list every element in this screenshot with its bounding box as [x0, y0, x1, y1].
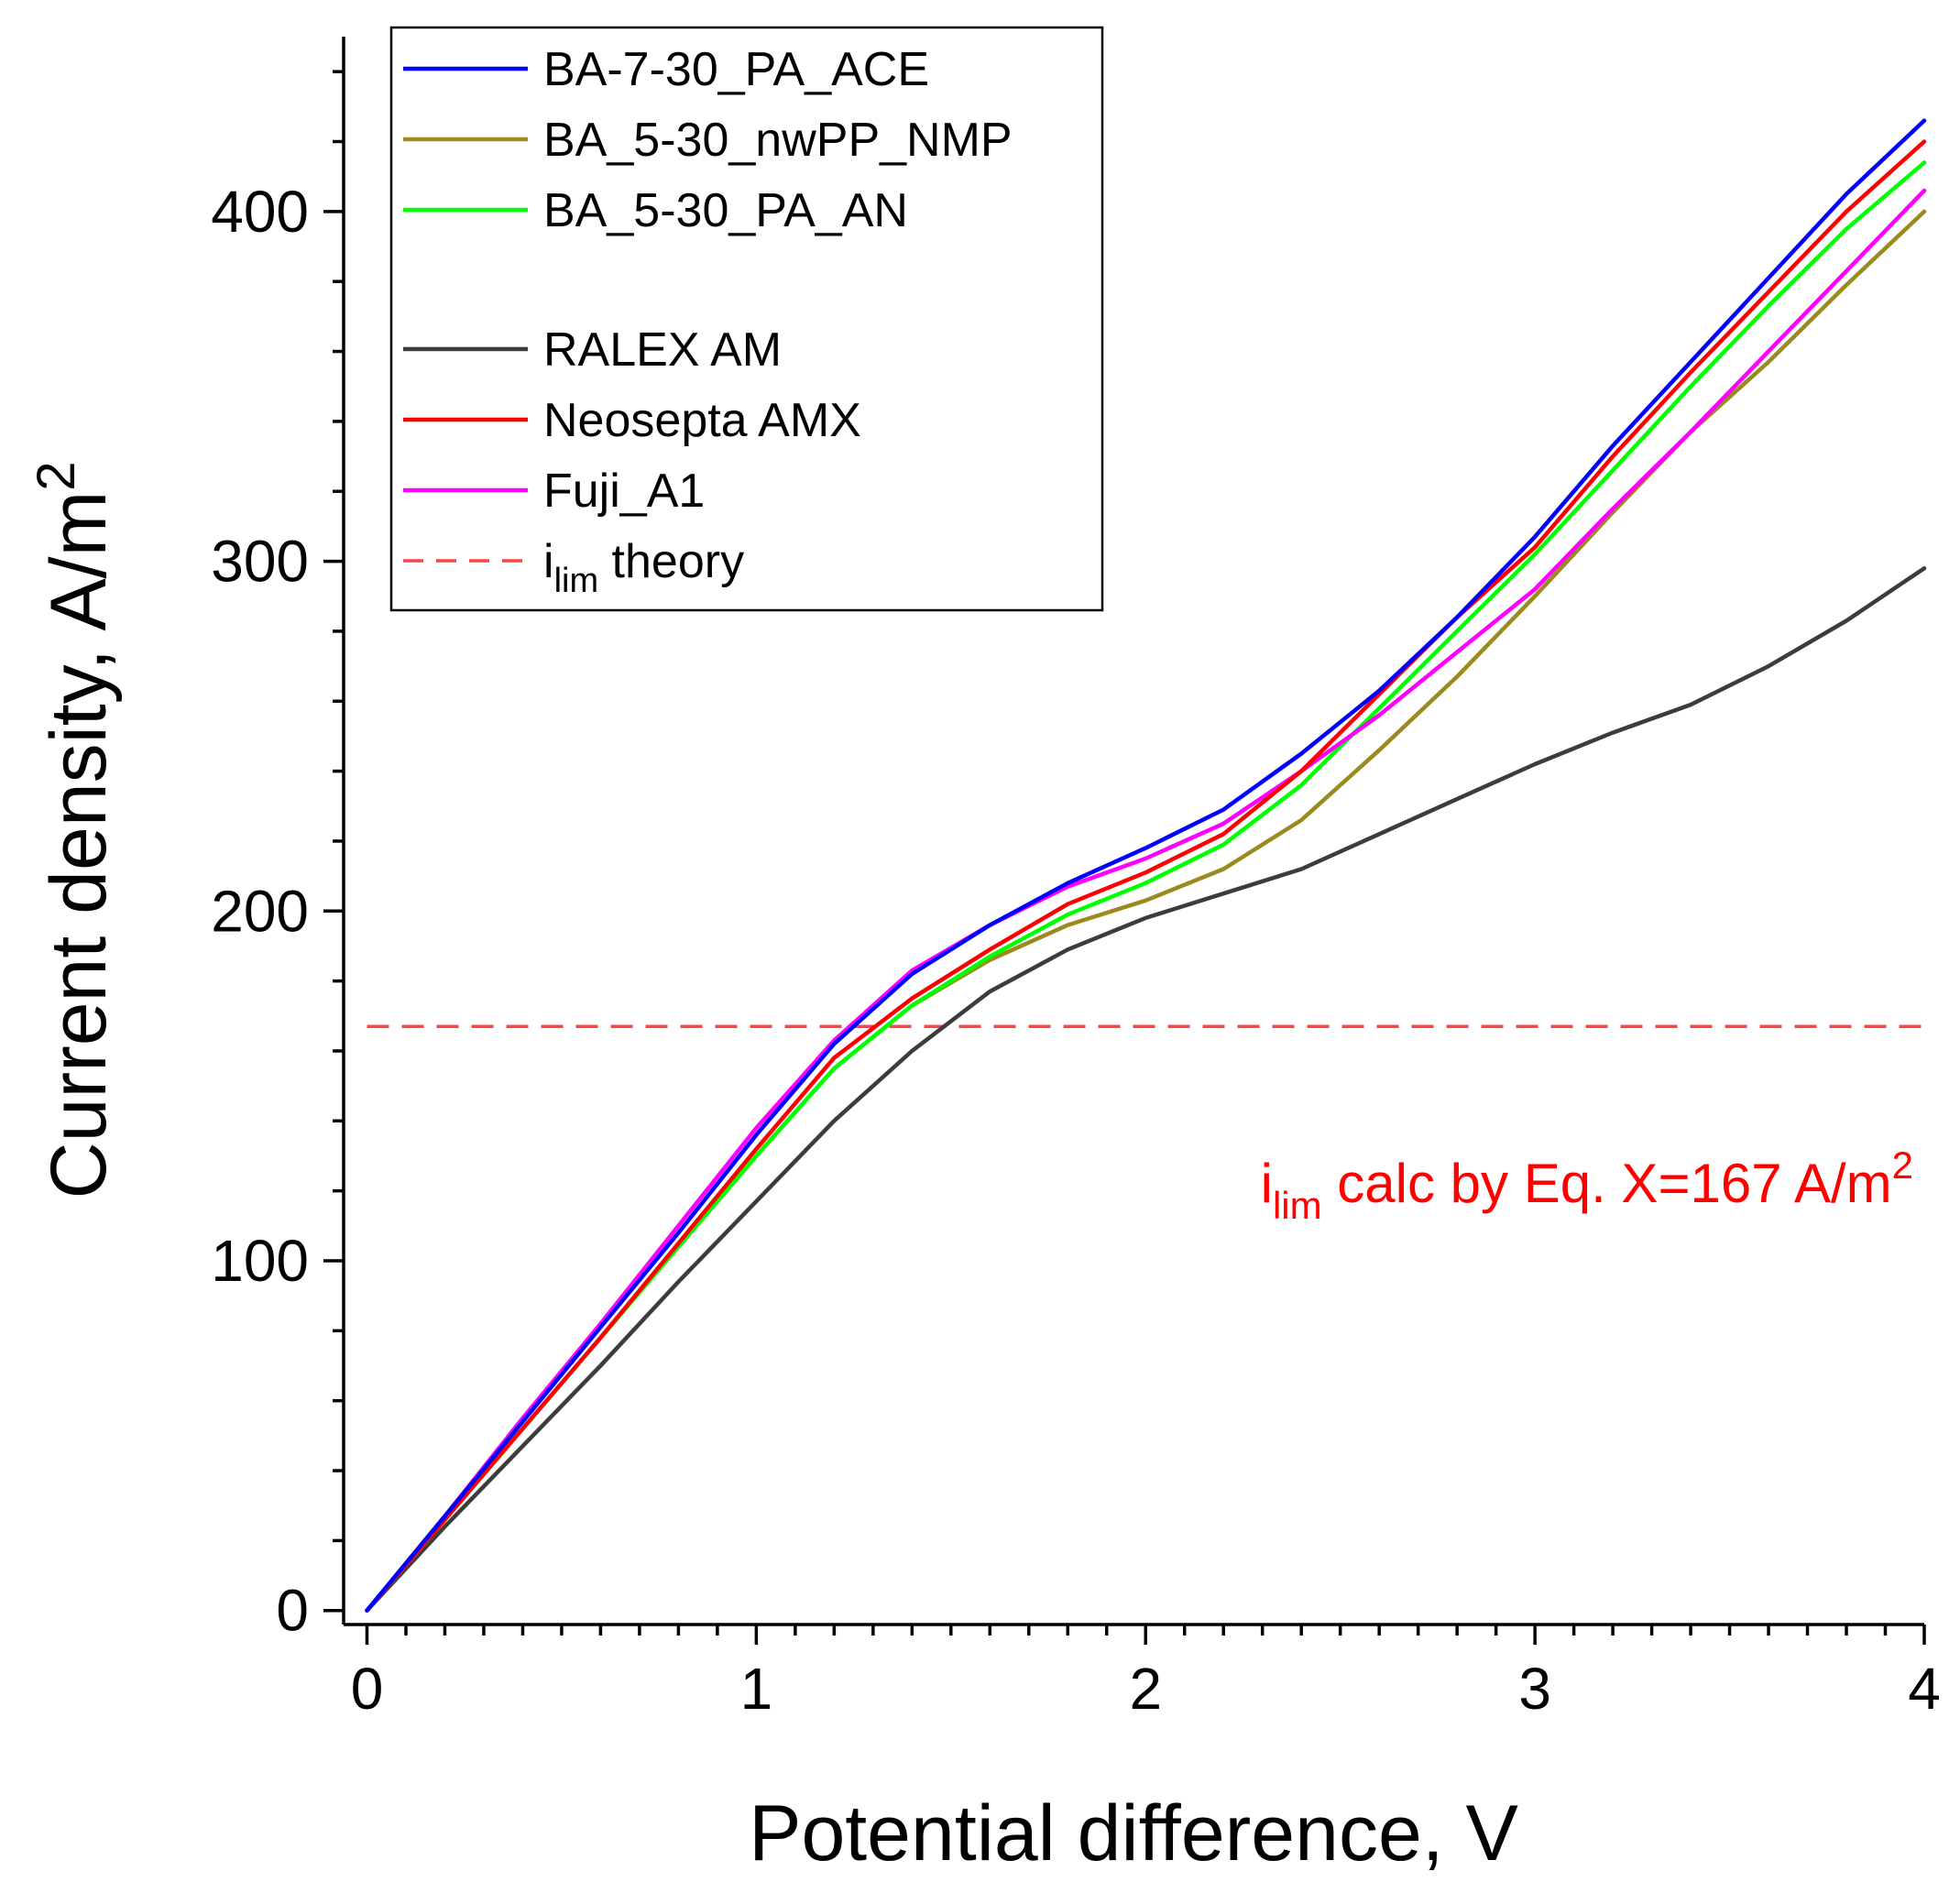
y-tick-label: 100 [211, 1228, 309, 1294]
y-axis-title-superscript: 2 [27, 462, 86, 491]
y-axis-title-main: Current density, A/m [35, 491, 123, 1199]
annotation-ilim-calc: ilim calc by Eq. X=167 A/m2 [1261, 1143, 1913, 1227]
legend-label: Fuji_A1 [543, 465, 705, 518]
x-tick-label: 4 [1908, 1656, 1941, 1722]
y-ticks: 0 100 200 300 400 [211, 70, 344, 1644]
axes: 0 1 2 3 4 0 100 200 300 400 [211, 37, 1941, 1722]
legend-ilim-subscript: lim [554, 562, 599, 600]
y-axis-title: Current density, A/m2 [27, 462, 123, 1199]
legend-label-ilim-theory: ilim theory [543, 535, 744, 600]
x-tick-label: 2 [1129, 1656, 1162, 1722]
series-line-ralex-am [365, 565, 1927, 1613]
series-line-ba-7-30-pa-ace [365, 118, 1927, 1613]
plot-area [365, 118, 1927, 1613]
legend-label: BA_5-30_PA_AN [543, 184, 908, 237]
x-tick-label: 3 [1518, 1656, 1551, 1722]
legend-items: BA-7-30_PA_ACE BA_5-30_nwPP_NMP BA_5-30_PA… [403, 43, 1013, 600]
legend-label: Neosepta AMX [543, 394, 861, 447]
series-group [365, 118, 1927, 1613]
y-tick-label: 0 [276, 1578, 309, 1644]
annotation-text: calc by Eq. X=167 A/m [1322, 1153, 1892, 1214]
x-tick-label: 1 [740, 1656, 773, 1722]
x-axis-title: Potential difference, V [749, 1789, 1518, 1877]
legend: BA-7-30_PA_ACE BA_5-30_nwPP_NMP BA_5-30_PA… [389, 26, 1104, 612]
legend-label: RALEX AM [543, 323, 782, 377]
y-tick-label: 400 [211, 179, 309, 245]
x-tick-label: 0 [351, 1656, 384, 1722]
y-tick-label: 300 [211, 529, 309, 595]
series-line-fuji-a1 [365, 188, 1927, 1613]
annotation-superscript: 2 [1892, 1143, 1913, 1187]
legend-ilim-prefix: i [543, 535, 554, 588]
legend-box [389, 26, 1104, 612]
x-ticks: 0 1 2 3 4 [351, 1625, 1941, 1722]
legend-label: BA_5-30_nwPP_NMP [543, 114, 1013, 167]
legend-ilim-suffix: theory [598, 535, 744, 588]
series-line-neosepta-amx [365, 139, 1927, 1613]
annotation-prefix: i [1261, 1153, 1273, 1214]
annotation-subscript: lim [1273, 1184, 1322, 1227]
y-tick-label: 200 [211, 878, 309, 944]
legend-label: BA-7-30_PA_ACE [543, 43, 929, 96]
